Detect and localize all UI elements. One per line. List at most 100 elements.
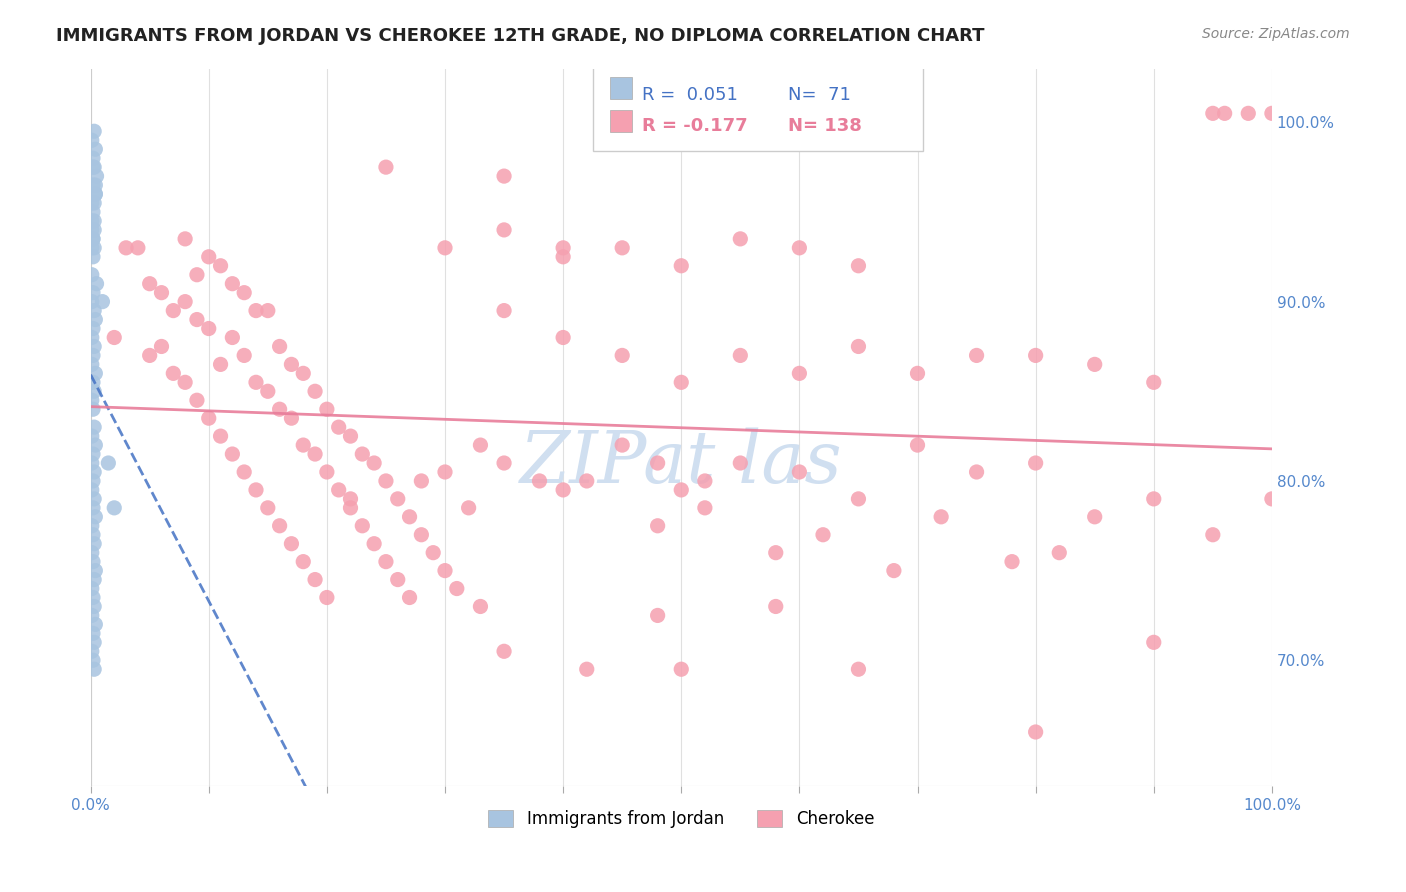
Point — [693, 500, 716, 515]
Point — [82, 591, 104, 605]
Point — [82, 232, 104, 246]
Point — [422, 546, 444, 560]
Point — [612, 348, 634, 362]
Point — [434, 564, 457, 578]
Point — [209, 259, 232, 273]
Point — [83, 420, 105, 434]
Bar — [610, 110, 631, 132]
Point — [83, 537, 105, 551]
Point — [470, 599, 492, 614]
Point — [84, 178, 107, 192]
Point — [83, 196, 105, 211]
Point — [209, 358, 232, 372]
Point — [883, 564, 905, 578]
Point — [1202, 106, 1225, 120]
Point — [86, 277, 108, 291]
Point — [612, 438, 634, 452]
Point — [269, 402, 291, 417]
Point — [150, 339, 173, 353]
Point — [84, 617, 107, 632]
Point — [1143, 635, 1166, 649]
Point — [848, 662, 870, 676]
Legend: Immigrants from Jordan, Cherokee: Immigrants from Jordan, Cherokee — [482, 804, 880, 835]
Point — [80, 393, 103, 408]
Point — [83, 573, 105, 587]
Point — [221, 447, 243, 461]
Point — [339, 491, 361, 506]
Point — [82, 178, 104, 192]
Point — [82, 321, 104, 335]
Point — [470, 438, 492, 452]
Point — [352, 447, 374, 461]
Point — [848, 491, 870, 506]
Point — [84, 187, 107, 202]
Text: R =  0.051: R = 0.051 — [643, 87, 738, 104]
Point — [82, 626, 104, 640]
Point — [1025, 348, 1047, 362]
Point — [494, 644, 516, 658]
Point — [1025, 725, 1047, 739]
Point — [84, 142, 107, 156]
Point — [83, 465, 105, 479]
Point — [398, 509, 420, 524]
Point — [647, 518, 669, 533]
Point — [82, 555, 104, 569]
Point — [174, 232, 197, 246]
Point — [374, 474, 396, 488]
Point — [82, 376, 104, 390]
Point — [83, 491, 105, 506]
Point — [82, 653, 104, 667]
Bar — [610, 77, 631, 99]
Point — [256, 303, 278, 318]
Point — [245, 376, 267, 390]
Point — [693, 474, 716, 488]
Point — [1084, 509, 1107, 524]
Point — [82, 285, 104, 300]
Point — [162, 367, 184, 381]
Point — [186, 393, 208, 408]
Text: N=  71: N= 71 — [787, 87, 851, 104]
Point — [387, 491, 409, 506]
Point — [671, 483, 693, 497]
Point — [671, 376, 693, 390]
Point — [127, 241, 149, 255]
Text: Source: ZipAtlas.com: Source: ZipAtlas.com — [1202, 27, 1350, 41]
Point — [84, 312, 107, 326]
Point — [304, 447, 326, 461]
Point — [80, 196, 103, 211]
Point — [280, 411, 302, 425]
Point — [315, 402, 337, 417]
Point — [197, 250, 219, 264]
Point — [80, 133, 103, 147]
Point — [82, 151, 104, 165]
Point — [647, 608, 669, 623]
Point — [80, 241, 103, 255]
Point — [1143, 491, 1166, 506]
Point — [292, 438, 315, 452]
Point — [529, 474, 551, 488]
Point — [233, 465, 256, 479]
Text: R = -0.177: R = -0.177 — [643, 117, 748, 136]
Point — [292, 555, 315, 569]
Point — [83, 599, 105, 614]
Point — [82, 500, 104, 515]
Point — [138, 348, 160, 362]
Point — [671, 662, 693, 676]
Point — [83, 339, 105, 353]
Point — [186, 268, 208, 282]
Point — [80, 518, 103, 533]
Point — [82, 250, 104, 264]
Text: ZIPat las: ZIPat las — [520, 428, 842, 499]
Point — [1237, 106, 1260, 120]
Point — [162, 303, 184, 318]
Point — [80, 358, 103, 372]
Point — [434, 241, 457, 255]
Point — [328, 483, 350, 497]
Point — [1001, 555, 1024, 569]
Point — [82, 232, 104, 246]
Point — [1143, 376, 1166, 390]
Point — [811, 527, 834, 541]
Point — [84, 367, 107, 381]
Point — [233, 285, 256, 300]
Point — [765, 546, 787, 560]
